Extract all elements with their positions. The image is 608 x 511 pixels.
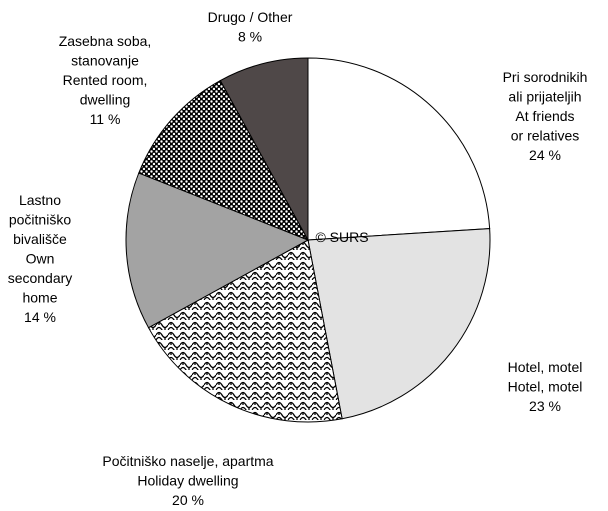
pie-slice: [307, 57, 491, 241]
value-label: 24 %: [529, 147, 561, 163]
slice-label: Hotel, motel Hotel, motel: [508, 359, 583, 395]
pie-slice: [147, 239, 343, 423]
value-label: 8 %: [238, 29, 262, 45]
annotation: © SURS: [315, 229, 368, 245]
value-label: 20 %: [172, 492, 204, 508]
value-label: 14 %: [24, 309, 56, 325]
slice-label: Drugo / Other: [208, 9, 293, 25]
slice-label: Lastno počitniško bivališče Own secondary hom…: [8, 192, 73, 306]
slice-label: Pri sorodnikih ali prijateljih At friends o…: [503, 69, 588, 144]
pie-slice: [138, 79, 310, 241]
slice-label: Zasebna soba, stanovanje Rented room, dwell…: [59, 33, 152, 108]
slice-label: Počitniško naselje, apartma Holiday dwell…: [102, 453, 273, 489]
value-label: 11 %: [90, 111, 121, 127]
pie-slice: [307, 228, 491, 420]
pie-slice: [125, 172, 310, 329]
pie-slice: [219, 57, 309, 241]
value-label: 23 %: [529, 398, 561, 414]
